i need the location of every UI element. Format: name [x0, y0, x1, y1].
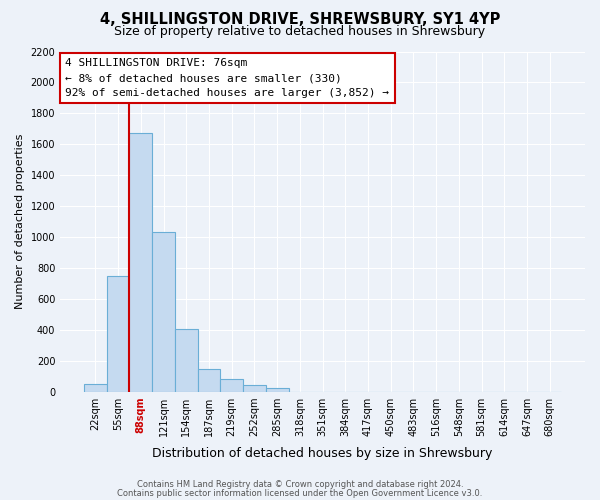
Bar — [175, 329, 197, 392]
Bar — [197, 369, 220, 392]
Bar — [266, 388, 289, 392]
Bar — [243, 386, 266, 392]
Text: 4, SHILLINGSTON DRIVE, SHREWSBURY, SY1 4YP: 4, SHILLINGSTON DRIVE, SHREWSBURY, SY1 4… — [100, 12, 500, 28]
Bar — [107, 276, 130, 392]
Text: Contains public sector information licensed under the Open Government Licence v3: Contains public sector information licen… — [118, 488, 482, 498]
Bar — [152, 232, 175, 392]
Text: Size of property relative to detached houses in Shrewsbury: Size of property relative to detached ho… — [115, 25, 485, 38]
Bar — [220, 380, 243, 392]
Bar — [130, 134, 152, 392]
Bar — [84, 384, 107, 392]
Text: Contains HM Land Registry data © Crown copyright and database right 2024.: Contains HM Land Registry data © Crown c… — [137, 480, 463, 489]
Text: 4 SHILLINGSTON DRIVE: 76sqm
← 8% of detached houses are smaller (330)
92% of sem: 4 SHILLINGSTON DRIVE: 76sqm ← 8% of deta… — [65, 58, 389, 98]
Y-axis label: Number of detached properties: Number of detached properties — [15, 134, 25, 309]
X-axis label: Distribution of detached houses by size in Shrewsbury: Distribution of detached houses by size … — [152, 447, 493, 460]
